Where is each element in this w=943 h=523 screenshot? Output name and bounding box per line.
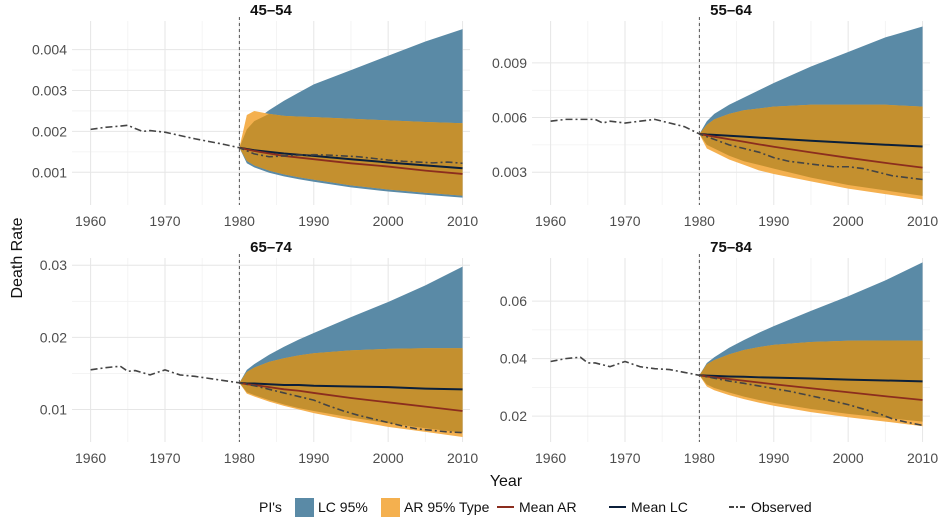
x-tick-label: 1990 bbox=[758, 213, 789, 229]
panel-2: 55–64 1960 1970 1980 1990 2000 2010 0.003 0.006 0… bbox=[492, 2, 938, 229]
mean-lc-line bbox=[699, 374, 923, 383]
legend-label: Observed bbox=[751, 499, 812, 515]
observed-line bbox=[90, 365, 463, 434]
mean-lc-line bbox=[699, 132, 923, 148]
y-tick-label: 0.06 bbox=[500, 293, 527, 309]
legend-label: Mean LC bbox=[631, 499, 688, 515]
y-tick-label: 0.002 bbox=[32, 123, 67, 139]
mean-ar-line bbox=[239, 146, 463, 175]
mean-lc-line bbox=[239, 381, 463, 391]
x-tick-label: 1960 bbox=[535, 450, 566, 466]
y-tick-label: 0.001 bbox=[32, 164, 67, 180]
y-axis-label: Death Rate bbox=[9, 217, 26, 298]
ribbon-overlap bbox=[699, 340, 923, 422]
x-tick-label: 1970 bbox=[149, 450, 180, 466]
legend-label: Mean AR bbox=[519, 499, 577, 515]
legend-pi-title: PI's bbox=[259, 499, 282, 515]
x-tick-label: 2000 bbox=[833, 450, 864, 466]
y-tick-label: 0.04 bbox=[500, 351, 527, 367]
x-tick-label: 2010 bbox=[907, 213, 938, 229]
x-tick-label: 2010 bbox=[447, 450, 478, 466]
x-tick-label: 1980 bbox=[224, 213, 255, 229]
x-tick-label: 1990 bbox=[298, 450, 329, 466]
panel-title: 55–64 bbox=[710, 2, 752, 19]
mean-ar-line bbox=[699, 133, 923, 169]
y-tick-label: 0.003 bbox=[492, 164, 527, 180]
y-tick-label: 0.009 bbox=[492, 55, 527, 71]
observed-line bbox=[550, 118, 923, 181]
y-tick-label: 0.02 bbox=[500, 408, 527, 424]
y-tick-label: 0.01 bbox=[40, 402, 67, 418]
legend-swatch-lc bbox=[295, 498, 314, 517]
panel-1: 45–54 1960 1970 1980 1990 2000 2010 0.001 0.002 0… bbox=[32, 2, 478, 229]
panel-4: 75–84 1960 1970 1980 1990 2000 2010 0.02 0.04 0.0… bbox=[500, 239, 939, 466]
x-tick-label: 1980 bbox=[684, 213, 715, 229]
x-tick-label: 1970 bbox=[609, 450, 640, 466]
x-tick-label: 1980 bbox=[684, 450, 715, 466]
panel-3: 65–74 1960 1970 1980 1990 2000 2010 0.01 0.02 0.0… bbox=[40, 239, 479, 466]
ribbon-overlap bbox=[699, 104, 923, 196]
legend-swatch-ar bbox=[381, 498, 400, 517]
observed-line bbox=[550, 356, 923, 427]
x-tick-label: 1960 bbox=[535, 213, 566, 229]
x-tick-label: 1990 bbox=[758, 450, 789, 466]
x-tick-label: 1990 bbox=[298, 213, 329, 229]
legend-label: AR 95% bbox=[404, 499, 455, 515]
observed-line bbox=[90, 124, 463, 165]
panel-title: 75–84 bbox=[710, 239, 752, 256]
y-tick-label: 0.02 bbox=[40, 329, 67, 345]
legend-label: LC 95% bbox=[318, 499, 368, 515]
x-tick-label: 2000 bbox=[373, 213, 404, 229]
ribbon-overlap bbox=[239, 348, 463, 433]
x-tick-label: 1970 bbox=[609, 213, 640, 229]
ribbon-overlap bbox=[239, 113, 463, 196]
y-tick-label: 0.003 bbox=[32, 83, 67, 99]
y-tick-label: 0.03 bbox=[40, 257, 67, 273]
x-tick-label: 1960 bbox=[75, 450, 106, 466]
x-tick-label: 1980 bbox=[224, 450, 255, 466]
legend-type-title: Type bbox=[459, 499, 490, 515]
legend: PI's LC 95% AR 95% Type Mean AR Mean LC Observ… bbox=[259, 498, 812, 517]
y-tick-label: 0.006 bbox=[492, 110, 527, 126]
x-axis-label: Year bbox=[490, 473, 523, 490]
panel-title: 45–54 bbox=[250, 2, 292, 19]
panel-title: 65–74 bbox=[250, 239, 292, 256]
x-tick-label: 2000 bbox=[833, 213, 864, 229]
y-tick-label: 0.004 bbox=[32, 42, 67, 58]
x-tick-label: 2000 bbox=[373, 450, 404, 466]
x-tick-label: 1970 bbox=[149, 213, 180, 229]
x-tick-label: 2010 bbox=[907, 450, 938, 466]
x-tick-label: 1960 bbox=[75, 213, 106, 229]
x-tick-label: 2010 bbox=[447, 213, 478, 229]
